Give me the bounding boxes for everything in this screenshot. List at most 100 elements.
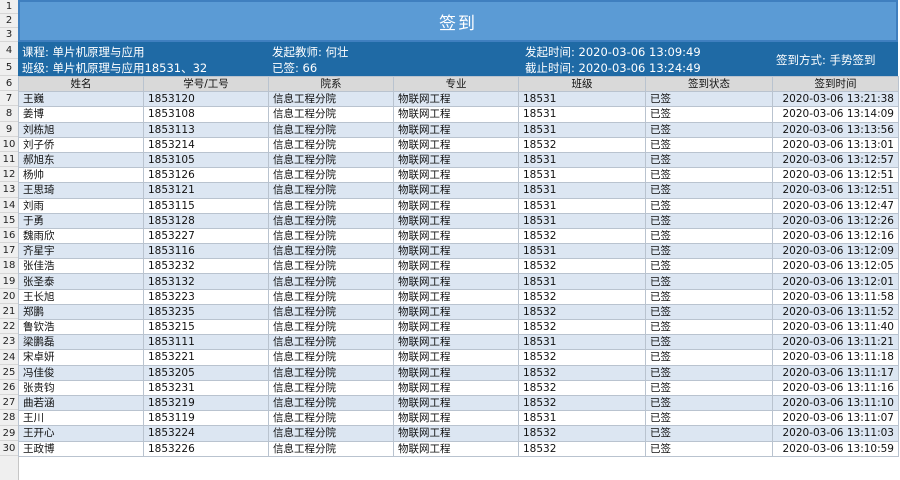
cell-class[interactable]: 18532 — [518, 303, 646, 321]
cell-class[interactable]: 18532 — [518, 318, 646, 336]
cell-major[interactable]: 物联网工程 — [393, 258, 519, 275]
cell-major[interactable]: 物联网工程 — [393, 227, 519, 245]
row-number[interactable]: 30 — [0, 441, 18, 456]
cell-id[interactable]: 1853116 — [143, 243, 269, 260]
cell-name[interactable]: 杨帅 — [18, 167, 144, 184]
row-number[interactable]: 27 — [0, 395, 18, 411]
cell-name[interactable]: 张佳浩 — [18, 258, 144, 275]
cell-class[interactable]: 18531 — [518, 273, 646, 290]
cell-status[interactable]: 已签 — [645, 212, 773, 229]
cell-major[interactable]: 物联网工程 — [393, 425, 519, 442]
cell-name[interactable]: 梁鹏磊 — [18, 334, 144, 351]
cell-status[interactable]: 已签 — [645, 258, 773, 275]
cell-department[interactable]: 信息工程分院 — [268, 273, 394, 290]
cell-name[interactable]: 王巍 — [18, 91, 144, 108]
table-row[interactable]: 王开心 1853224 信息工程分院 物联网工程 18532 已签 2020-03-06 1… — [18, 425, 899, 442]
header-time[interactable]: 签到时间 — [772, 75, 899, 93]
row-number[interactable]: 20 — [0, 289, 18, 304]
row-number[interactable]: 22 — [0, 319, 18, 335]
cell-id[interactable]: 1853227 — [143, 227, 269, 245]
cell-class[interactable]: 18531 — [518, 121, 646, 138]
cell-class[interactable]: 18532 — [518, 227, 646, 245]
cell-department[interactable]: 信息工程分院 — [268, 440, 394, 457]
cell-time[interactable]: 2020-03-06 13:11:40 — [772, 318, 899, 336]
cell-status[interactable]: 已签 — [645, 182, 773, 199]
cell-id[interactable]: 1853231 — [143, 379, 269, 396]
table-row[interactable]: 于勇 1853128 信息工程分院 物联网工程 18531 已签 2020-03-06 13… — [18, 212, 899, 229]
table-row[interactable]: 王川 1853119 信息工程分院 物联网工程 18531 已签 2020-03-06 13… — [18, 410, 899, 427]
cell-name[interactable]: 郝旭东 — [18, 151, 144, 169]
cell-major[interactable]: 物联网工程 — [393, 182, 519, 199]
cell-department[interactable]: 信息工程分院 — [268, 91, 394, 108]
cell-major[interactable]: 物联网工程 — [393, 273, 519, 290]
table-row[interactable]: 宋卓妍 1853221 信息工程分院 物联网工程 18532 已签 2020-03-06 1… — [18, 349, 899, 366]
cell-name[interactable]: 齐星宇 — [18, 243, 144, 260]
row-number[interactable]: 1 — [0, 0, 18, 14]
cell-status[interactable]: 已签 — [645, 349, 773, 366]
row-number[interactable]: 8 — [0, 106, 18, 122]
cell-class[interactable]: 18532 — [518, 349, 646, 366]
cell-class[interactable]: 18531 — [518, 212, 646, 229]
cell-department[interactable]: 信息工程分院 — [268, 121, 394, 138]
cell-class[interactable]: 18532 — [518, 258, 646, 275]
cell-status[interactable]: 已签 — [645, 334, 773, 351]
cell-status[interactable]: 已签 — [645, 151, 773, 169]
row-number[interactable]: 6 — [0, 76, 18, 92]
table-row[interactable]: 王思琦 1853121 信息工程分院 物联网工程 18531 已签 2020-03-06 1… — [18, 182, 899, 199]
table-row[interactable]: 王巍 1853120 信息工程分院 物联网工程 18531 已签 2020-03-06 13… — [18, 91, 899, 108]
cell-status[interactable]: 已签 — [645, 440, 773, 457]
cell-time[interactable]: 2020-03-06 13:11:17 — [772, 364, 899, 381]
header-major[interactable]: 专业 — [393, 75, 519, 93]
cell-department[interactable]: 信息工程分院 — [268, 182, 394, 199]
cell-department[interactable]: 信息工程分院 — [268, 151, 394, 169]
cell-department[interactable]: 信息工程分院 — [268, 288, 394, 305]
cell-class[interactable]: 18531 — [518, 334, 646, 351]
cell-id[interactable]: 1853119 — [143, 410, 269, 427]
cell-id[interactable]: 1853215 — [143, 318, 269, 336]
cell-id[interactable]: 1853111 — [143, 334, 269, 351]
cell-status[interactable]: 已签 — [645, 288, 773, 305]
cell-class[interactable]: 18531 — [518, 91, 646, 108]
cell-name[interactable]: 冯佳俊 — [18, 364, 144, 381]
cell-major[interactable]: 物联网工程 — [393, 243, 519, 260]
cell-department[interactable]: 信息工程分院 — [268, 243, 394, 260]
title-cell[interactable]: 签到 — [18, 0, 898, 42]
cell-status[interactable]: 已签 — [645, 364, 773, 381]
cell-time[interactable]: 2020-03-06 13:21:38 — [772, 91, 899, 108]
cell-id[interactable]: 1853205 — [143, 364, 269, 381]
table-row[interactable]: 鲁钦浩 1853215 信息工程分院 物联网工程 18532 已签 2020-03-06 1… — [18, 318, 899, 336]
cell-name[interactable]: 王长旭 — [18, 288, 144, 305]
cell-id[interactable]: 1853126 — [143, 167, 269, 184]
cell-department[interactable]: 信息工程分院 — [268, 258, 394, 275]
cell-department[interactable]: 信息工程分院 — [268, 167, 394, 184]
cell-name[interactable]: 刘雨 — [18, 197, 144, 214]
cell-id[interactable]: 1853105 — [143, 151, 269, 169]
cell-department[interactable]: 信息工程分院 — [268, 136, 394, 153]
row-number[interactable]: 14 — [0, 198, 18, 213]
cell-class[interactable]: 18531 — [518, 106, 646, 123]
row-number[interactable]: 10 — [0, 137, 18, 152]
cell-id[interactable]: 1853223 — [143, 288, 269, 305]
cell-time[interactable]: 2020-03-06 13:11:21 — [772, 334, 899, 351]
cell-status[interactable]: 已签 — [645, 318, 773, 336]
cell-id[interactable]: 1853121 — [143, 182, 269, 199]
cell-class[interactable]: 18531 — [518, 182, 646, 199]
row-number[interactable]: 29 — [0, 426, 18, 441]
table-row[interactable]: 冯佳俊 1853205 信息工程分院 物联网工程 18532 已签 2020-03-06 1… — [18, 364, 899, 381]
cell-time[interactable]: 2020-03-06 13:12:01 — [772, 273, 899, 290]
cell-time[interactable]: 2020-03-06 13:11:52 — [772, 303, 899, 321]
cell-major[interactable]: 物联网工程 — [393, 303, 519, 321]
cell-id[interactable]: 1853232 — [143, 258, 269, 275]
cell-major[interactable]: 物联网工程 — [393, 394, 519, 412]
cell-class[interactable]: 18531 — [518, 243, 646, 260]
cell-major[interactable]: 物联网工程 — [393, 288, 519, 305]
table-row[interactable]: 刘栋旭 1853113 信息工程分院 物联网工程 18531 已签 2020-03-06 1… — [18, 121, 899, 138]
cell-major[interactable]: 物联网工程 — [393, 212, 519, 229]
cell-time[interactable]: 2020-03-06 13:11:10 — [772, 394, 899, 412]
row-number[interactable]: 5 — [0, 59, 18, 76]
cell-status[interactable]: 已签 — [645, 106, 773, 123]
table-row[interactable]: 王长旭 1853223 信息工程分院 物联网工程 18532 已签 2020-03-06 1… — [18, 288, 899, 305]
row-number[interactable]: 28 — [0, 410, 18, 426]
cell-class[interactable]: 18532 — [518, 379, 646, 396]
row-number[interactable]: 25 — [0, 365, 18, 380]
